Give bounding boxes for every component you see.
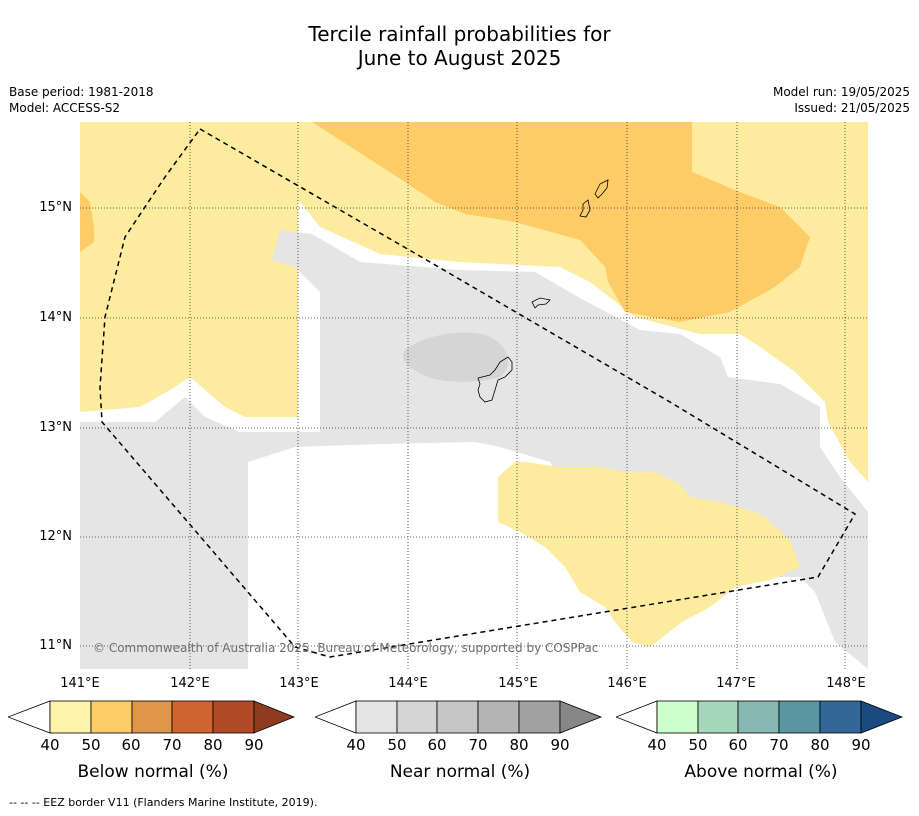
island-rota — [531, 297, 551, 309]
below-50-west-edge — [80, 192, 94, 252]
map-area — [80, 122, 868, 669]
below-cbar-swatch-3 — [171, 700, 214, 734]
near-cbar-swatch-4 — [518, 700, 561, 734]
near-normal-colorbar — [315, 700, 603, 734]
map-title: Tercile rainfall probabilities for June … — [0, 22, 919, 70]
model-name: Model: ACCESS-S2 — [9, 101, 121, 115]
below-40-west-region — [80, 122, 298, 417]
near-tick-90: 90 — [550, 736, 570, 754]
copyright-text: © Commonwealth of Australia 2025, Bureau… — [93, 641, 599, 655]
above-normal-colorbar — [616, 700, 904, 734]
above-cbar-swatch-4 — [819, 700, 862, 734]
lon-label-144: 144°E — [388, 676, 428, 691]
model-run: Model run: 19/05/2025 — [772, 85, 910, 99]
near-tick-40: 40 — [346, 736, 366, 754]
above-tick-80: 80 — [810, 736, 830, 754]
near-cbar-swatch-2 — [436, 700, 479, 734]
above-cbar-low-arrow — [616, 700, 658, 734]
near-cbar-swatch-3 — [477, 700, 520, 734]
above-cbar-swatch-1 — [697, 700, 739, 734]
below-tick-40: 40 — [40, 736, 60, 754]
eez-border — [99, 128, 857, 658]
lat-label-12: 12°N — [39, 529, 72, 544]
below-cbar-swatch-2 — [131, 700, 173, 734]
issued-date: Issued: 21/05/2025 — [794, 101, 910, 115]
near-cbar-low-arrow — [315, 700, 357, 734]
below-cbar-low-arrow — [8, 700, 51, 734]
above-cbar-swatch-2 — [737, 700, 780, 734]
lon-label-142: 142°E — [170, 676, 210, 691]
island-guam — [477, 356, 513, 403]
lon-label-141: 141°E — [60, 676, 100, 691]
above-cbar-high-arrow — [860, 700, 904, 734]
map-svg — [80, 122, 868, 669]
islands — [477, 179, 609, 403]
title-line-1: Tercile rainfall probabilities for — [308, 22, 611, 46]
near-tick-60: 60 — [427, 736, 447, 754]
lat-label-13: 13°N — [39, 420, 72, 435]
below-tick-50: 50 — [81, 736, 101, 754]
below-40-southeast-region — [498, 462, 800, 647]
title-line-2: June to August 2025 — [357, 46, 562, 70]
lon-label-143: 143°E — [279, 676, 319, 691]
meta-right: Model run: 19/05/2025 Issued: 21/05/2025 — [773, 84, 910, 116]
island-saipan — [594, 179, 609, 199]
above-cbar-swatch-0 — [656, 700, 699, 734]
below-50-north-region — [312, 122, 810, 322]
near-tick-80: 80 — [509, 736, 529, 754]
below-cbar-swatch-1 — [90, 700, 133, 734]
near-40-main-region — [80, 230, 868, 669]
below-cbar-high-arrow — [253, 700, 296, 734]
below-cbar-swatch-4 — [212, 700, 255, 734]
above-tick-70: 70 — [769, 736, 789, 754]
below-cbar-swatch-0 — [49, 700, 92, 734]
gridlines — [80, 122, 868, 669]
below-tick-80: 80 — [203, 736, 223, 754]
below-tick-60: 60 — [121, 736, 141, 754]
near-50-region — [403, 332, 508, 382]
lon-label-145: 145°E — [498, 676, 538, 691]
above-normal-title: Above normal (%) — [684, 762, 838, 782]
below-tick-90: 90 — [244, 736, 264, 754]
lat-label-11: 11°N — [39, 638, 72, 653]
island-tinian — [579, 199, 591, 218]
above-tick-90: 90 — [851, 736, 871, 754]
lon-label-148: 148°E — [826, 676, 866, 691]
below-tick-70: 70 — [162, 736, 182, 754]
eez-footnote: -- -- -- EEZ border V11 (Flanders Marine… — [9, 796, 318, 809]
above-tick-60: 60 — [728, 736, 748, 754]
lat-label-14: 14°N — [39, 310, 72, 325]
above-tick-50: 50 — [688, 736, 708, 754]
lon-label-146: 146°E — [607, 676, 647, 691]
meta-left: Base period: 1981-2018 Model: ACCESS-S2 — [9, 84, 154, 116]
near-tick-70: 70 — [468, 736, 488, 754]
near-normal-title: Near normal (%) — [389, 762, 531, 782]
near-tick-50: 50 — [387, 736, 407, 754]
below-normal-title: Below normal (%) — [77, 762, 229, 782]
above-tick-40: 40 — [647, 736, 667, 754]
lon-label-147: 147°E — [716, 676, 756, 691]
below-normal-colorbar — [8, 700, 296, 734]
near-cbar-swatch-1 — [396, 700, 438, 734]
lat-label-15: 15°N — [39, 200, 72, 215]
near-cbar-high-arrow — [559, 700, 603, 734]
near-cbar-swatch-0 — [355, 700, 398, 734]
above-cbar-swatch-3 — [778, 700, 821, 734]
base-period: Base period: 1981-2018 — [9, 85, 154, 99]
